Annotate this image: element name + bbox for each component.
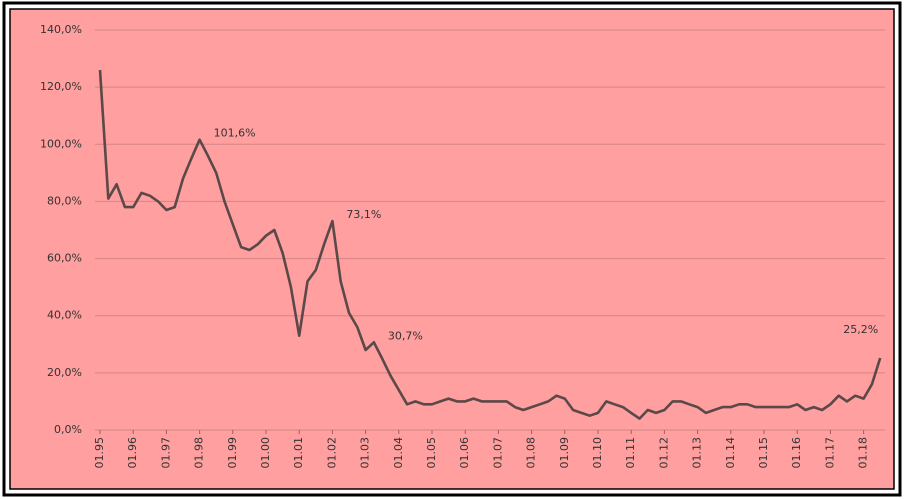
x-tick-label: 01.00 <box>259 437 272 469</box>
data-label: 25,2% <box>843 323 878 336</box>
x-tick-label: 01.17 <box>823 437 836 469</box>
x-tick-label: 01.95 <box>93 437 106 469</box>
y-tick-label: 120,0% <box>40 80 82 93</box>
x-tick-label: 01.14 <box>724 437 737 469</box>
x-tick-label: 01.18 <box>857 437 870 469</box>
data-line <box>98 69 882 420</box>
x-tick-label: 01.99 <box>226 437 239 469</box>
y-tick-label: 20,0% <box>47 366 82 379</box>
data-label: 73,1% <box>346 208 381 221</box>
y-tick-label: 100,0% <box>40 137 82 150</box>
y-tick-label: 80,0% <box>47 194 82 207</box>
x-tick-label: 01.01 <box>292 437 305 469</box>
x-tick-label: 01.03 <box>359 437 372 469</box>
x-tick-label: 01.09 <box>558 437 571 469</box>
x-tick-label: 01.10 <box>591 437 604 469</box>
x-tick-label: 01.05 <box>425 437 438 469</box>
y-tick-label: 60,0% <box>47 252 82 265</box>
x-tick-label: 01.04 <box>392 437 405 469</box>
x-tick-label: 01.02 <box>325 437 338 469</box>
x-tick-label: 01.13 <box>691 437 704 469</box>
x-tick-label: 01.08 <box>525 437 538 469</box>
y-tick-label: 140,0% <box>40 23 82 36</box>
x-tick-label: 01.97 <box>159 437 172 469</box>
x-tick-label: 01.07 <box>491 437 504 469</box>
x-tick-label: 01.11 <box>624 437 637 469</box>
y-tick-label: 0,0% <box>54 423 82 436</box>
x-tick-label: 01.06 <box>458 437 471 469</box>
y-tick-label: 40,0% <box>47 309 82 322</box>
data-label: 30,7% <box>388 329 423 342</box>
data-label: 101,6% <box>214 127 256 140</box>
plot-background <box>9 8 895 490</box>
x-tick-label: 01.98 <box>193 437 206 469</box>
x-tick-label: 01.15 <box>757 437 770 469</box>
x-tick-label: 01.96 <box>126 437 139 469</box>
x-tick-label: 01.16 <box>790 437 803 469</box>
x-tick-label: 01.12 <box>657 437 670 469</box>
